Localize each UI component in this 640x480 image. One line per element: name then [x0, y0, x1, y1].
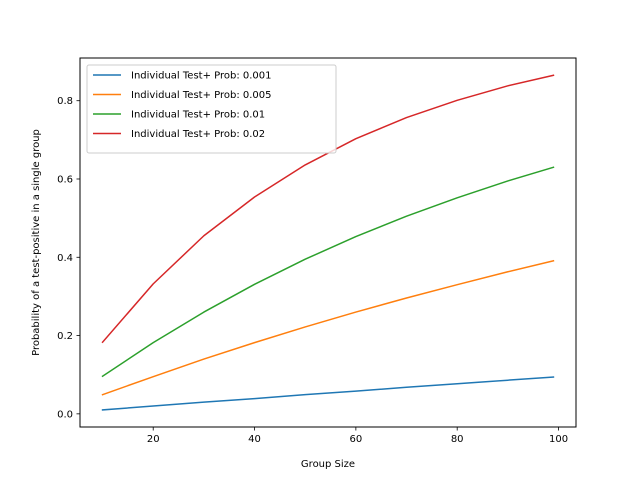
x-tick-label: 40 [248, 434, 261, 445]
x-axis-ticks: 20 40 60 80 100 [147, 427, 568, 445]
y-tick-label: 0.2 [57, 331, 73, 342]
x-tick-label: 80 [451, 434, 464, 445]
series-line-3 [101, 166, 555, 378]
x-tick-label: 20 [147, 434, 160, 445]
legend-label-2: Individual Test+ Prob: 0.005 [131, 90, 272, 101]
legend-label-1: Individual Test+ Prob: 0.001 [131, 71, 272, 82]
series-line-1 [101, 376, 555, 411]
x-tick-label: 100 [549, 434, 568, 445]
x-tick-label: 60 [349, 434, 362, 445]
y-tick-label: 0.6 [57, 174, 73, 185]
legend-box [86, 64, 337, 154]
x-axis-label: Group Size [301, 459, 355, 470]
y-axis-ticks: 0.0 0.2 0.4 0.6 0.8 [57, 96, 80, 420]
y-axis-label: Probability of a test-positive in a sing… [31, 129, 42, 356]
legend: Individual Test+ Prob: 0.001 Individual T… [86, 64, 337, 154]
plot-frame [79, 57, 577, 428]
legend-label-4: Individual Test+ Prob: 0.02 [131, 129, 265, 140]
y-tick-label: 0.0 [57, 409, 73, 420]
y-tick-label: 0.4 [57, 253, 73, 264]
series-line-2 [101, 259, 555, 396]
legend-label-3: Individual Test+ Prob: 0.01 [131, 110, 265, 121]
y-tick-label: 0.8 [57, 96, 73, 107]
